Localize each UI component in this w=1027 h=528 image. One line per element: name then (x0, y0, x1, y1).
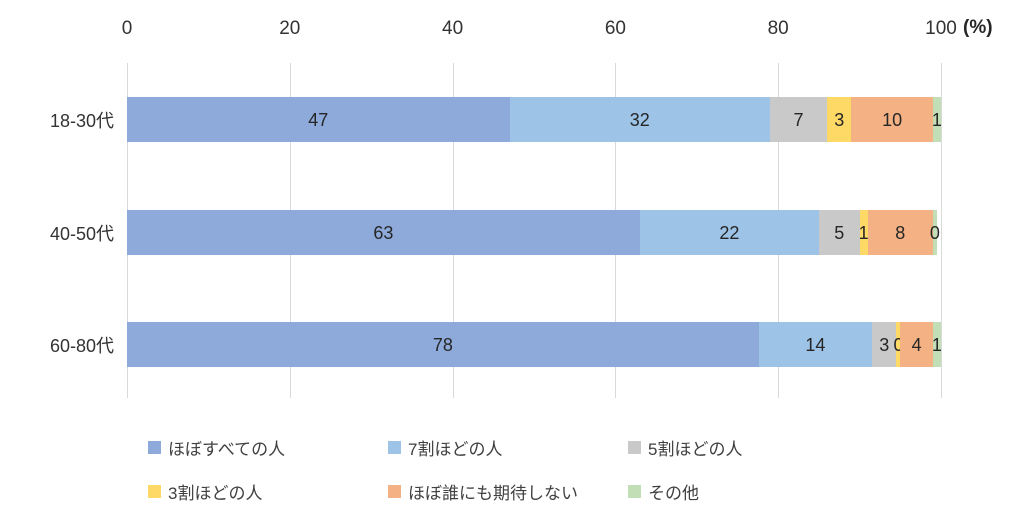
bar-segment: 1 (931, 322, 942, 367)
legend-item: ほぼ誰にも期待しない (388, 469, 628, 513)
bar-segment-value-label: 8 (895, 222, 906, 243)
bar-segment: 3 (827, 97, 852, 142)
bar-segment-value-label: 47 (308, 109, 329, 130)
bar-segment: 22 (639, 210, 819, 255)
y-axis-category-label: 18-30代 (49, 110, 114, 131)
legend-item: 3割ほどの人 (148, 469, 388, 513)
bar-segment-value-label: 22 (719, 222, 740, 243)
bar-segment: 32 (509, 97, 771, 142)
legend: ほぼすべての人 7割ほどの人 5割ほどの人 3割ほどの人 ほぼ誰にも期待しない その他 (148, 425, 868, 513)
legend-item: 5割ほどの人 (628, 425, 868, 469)
bar-segment: 47 (127, 97, 510, 142)
x-axis-tick-label: 40 (442, 18, 464, 39)
x-axis-unit-label: (%) (963, 17, 993, 38)
bar-segment: 8 (867, 210, 933, 255)
bar-segment: 0 (893, 322, 904, 367)
bar-segment-value-label: 10 (882, 109, 903, 130)
plot-area: 47 32 7 3 10 1 63 22 5 1 8 0 78 14 3 0 4 1 (127, 63, 942, 398)
y-axis-category-label: 60-80代 (49, 335, 114, 356)
bar-segment-value-label: 1 (931, 109, 942, 130)
bar-row: 47 32 7 3 10 1 (127, 97, 942, 142)
bar-segment-value-label: 32 (629, 109, 650, 130)
x-axis-tick-label: 60 (604, 18, 626, 39)
bar-segment: 5 (818, 210, 860, 255)
legend-item: 7割ほどの人 (388, 425, 628, 469)
legend-item: その他 (628, 469, 868, 513)
legend-label: 3割ほどの人 (168, 483, 263, 503)
bar-segment-value-label: 0 (893, 334, 904, 355)
bar-segment: 1 (858, 210, 869, 255)
legend-item: ほぼすべての人 (148, 425, 388, 469)
bar-row: 63 22 5 1 8 0 (127, 210, 941, 255)
legend-swatch-icon (388, 440, 401, 454)
x-axis-tick-label: 100 (925, 18, 957, 39)
legend-label: ほぼすべての人 (168, 439, 286, 459)
bar-segment-value-label: 3 (879, 334, 890, 355)
bar-segment-value-label: 7 (793, 109, 804, 130)
legend-swatch-icon (628, 440, 641, 454)
bar-segment-value-label: 1 (931, 334, 942, 355)
gridline (941, 63, 942, 398)
legend-label: 5割ほどの人 (648, 439, 743, 459)
bar-segment-value-label: 5 (834, 222, 845, 243)
legend-swatch-icon (148, 440, 161, 454)
legend-swatch-icon (388, 484, 401, 498)
bar-segment-value-label: 63 (373, 222, 394, 243)
legend-label: その他 (648, 483, 699, 503)
bar-segment-value-label: 78 (432, 334, 453, 355)
bar-segment: 1 (931, 97, 942, 142)
x-axis-tick-label: 0 (121, 18, 133, 39)
bar-segment: 63 (127, 210, 640, 255)
bar-segment: 7 (770, 97, 828, 142)
bar-segment-value-label: 4 (911, 334, 922, 355)
bar-row: 78 14 3 0 4 1 (127, 322, 942, 367)
legend-swatch-icon (628, 484, 641, 498)
bar-segment: 4 (900, 322, 933, 367)
bar-segment: 0 (929, 210, 940, 255)
bar-segment: 3 (872, 322, 897, 367)
x-axis-tick-label: 20 (279, 18, 301, 39)
bar-segment-value-label: 14 (805, 334, 826, 355)
bar-segment-value-label: 0 (929, 222, 940, 243)
bar-segment: 14 (758, 322, 873, 367)
legend-label: 7割ほどの人 (408, 439, 503, 459)
y-axis-category-label: 40-50代 (49, 223, 114, 244)
legend-label: ほぼ誰にも期待しない (408, 483, 578, 503)
legend-swatch-icon (148, 484, 161, 498)
x-axis-tick-label: 80 (767, 18, 789, 39)
bar-segment: 78 (127, 322, 759, 367)
bar-segment-value-label: 1 (858, 222, 869, 243)
bar-segment-value-label: 3 (834, 109, 845, 130)
bar-segment: 10 (851, 97, 933, 142)
